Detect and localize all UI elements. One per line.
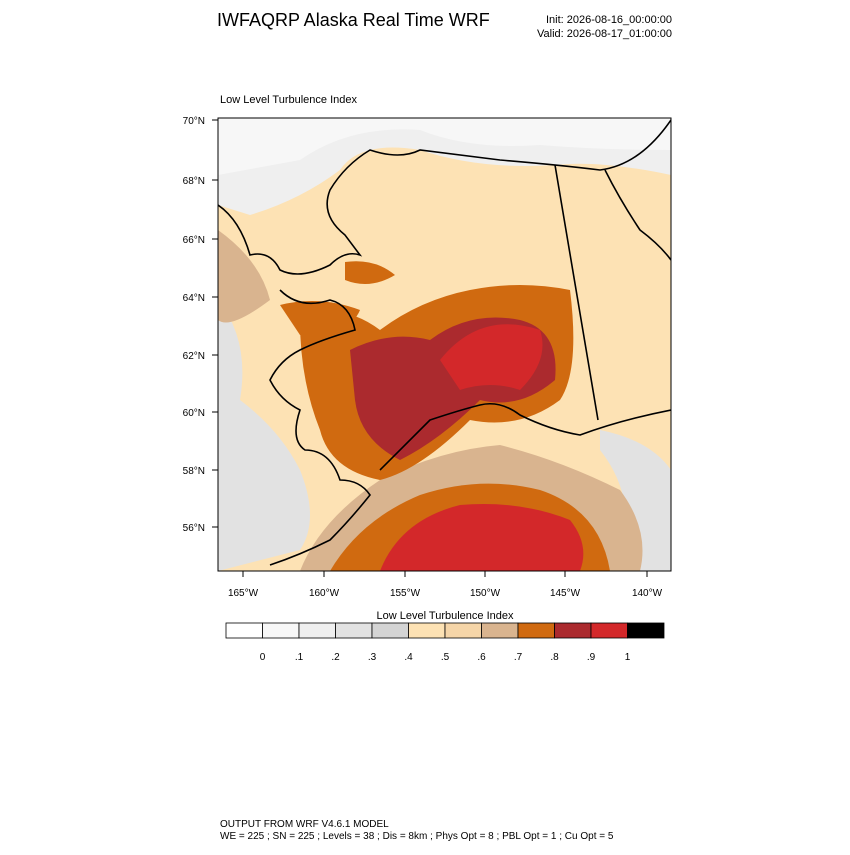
colorbar-box xyxy=(335,622,373,639)
lat-label: 62°N xyxy=(183,351,205,362)
south-coast xyxy=(379,402,671,471)
colorbar-box xyxy=(225,622,263,639)
lat-label: 60°N xyxy=(183,408,205,419)
gulf-edge xyxy=(600,430,671,571)
colorbar-box xyxy=(408,622,446,639)
colorbar-box xyxy=(517,622,555,639)
colorbar-label: .1 xyxy=(295,652,304,663)
init-time: Init: 2026-08-16_00:00:00 xyxy=(546,14,672,26)
arctic-ocean-inner xyxy=(218,118,671,175)
lon-label: 165°W xyxy=(228,588,259,599)
colorbar-label: .2 xyxy=(331,652,340,663)
north-orange xyxy=(345,261,395,284)
lat-label: 70°N xyxy=(183,116,205,127)
colorbar-box xyxy=(590,622,628,639)
lat-label: 68°N xyxy=(183,176,205,187)
coastlines xyxy=(218,119,671,566)
colorbar-box xyxy=(262,622,300,639)
interior-red xyxy=(440,324,543,390)
title: IWFAQRP Alaska Real Time WRF xyxy=(217,10,490,30)
map-frame xyxy=(217,117,672,572)
colorbar-label: .5 xyxy=(441,652,450,663)
colorbar-label: .6 xyxy=(477,652,486,663)
gulf-red xyxy=(380,504,584,571)
valid-time: Valid: 2026-08-17_01:00:00 xyxy=(537,28,672,40)
lat-label: 56°N xyxy=(183,523,205,534)
colorbar-box xyxy=(298,622,336,639)
lat-label: 64°N xyxy=(183,293,205,304)
footer-line: OUTPUT FROM WRF V4.6.1 MODEL xyxy=(220,819,389,830)
colorbar-label: .4 xyxy=(404,652,413,663)
lat-label: 66°N xyxy=(183,235,205,246)
colorbar-title: Low Level Turbulence Index xyxy=(377,610,514,622)
norton-orange xyxy=(280,301,360,335)
colorbar-box xyxy=(481,622,519,639)
map-field xyxy=(218,118,671,571)
bering-sea xyxy=(218,300,310,571)
lon-label: 150°W xyxy=(470,588,501,599)
north-coast xyxy=(218,119,671,275)
colorbar-box xyxy=(554,622,592,639)
colorbar-box xyxy=(444,622,482,639)
footer-line: WE = 225 ; SN = 225 ; Levels = 38 ; Dis … xyxy=(220,831,614,842)
colorbar-label: 1 xyxy=(625,652,631,663)
colorbar-label: .7 xyxy=(514,652,523,663)
colorbar-label: 0 xyxy=(260,652,266,663)
border xyxy=(554,164,599,421)
lon-label: 155°W xyxy=(390,588,421,599)
map-title: Low Level Turbulence Index xyxy=(220,94,357,106)
western-area xyxy=(218,230,270,323)
colorbar: 0 .1 .2 .3 .4 .5 .6 .7 .8 .9 1 xyxy=(225,622,665,663)
lon-label: 145°W xyxy=(550,588,581,599)
west-coast xyxy=(269,289,371,566)
yukon-coast xyxy=(604,169,671,261)
colorbar-label: .3 xyxy=(368,652,377,663)
lon-label: 160°W xyxy=(309,588,340,599)
colorbar-label: .9 xyxy=(587,652,596,663)
colorbar-label: .8 xyxy=(550,652,559,663)
lon-label: 140°W xyxy=(632,588,663,599)
colorbar-box xyxy=(627,622,665,639)
colorbar-box xyxy=(371,622,409,639)
lat-label: 58°N xyxy=(183,466,205,477)
